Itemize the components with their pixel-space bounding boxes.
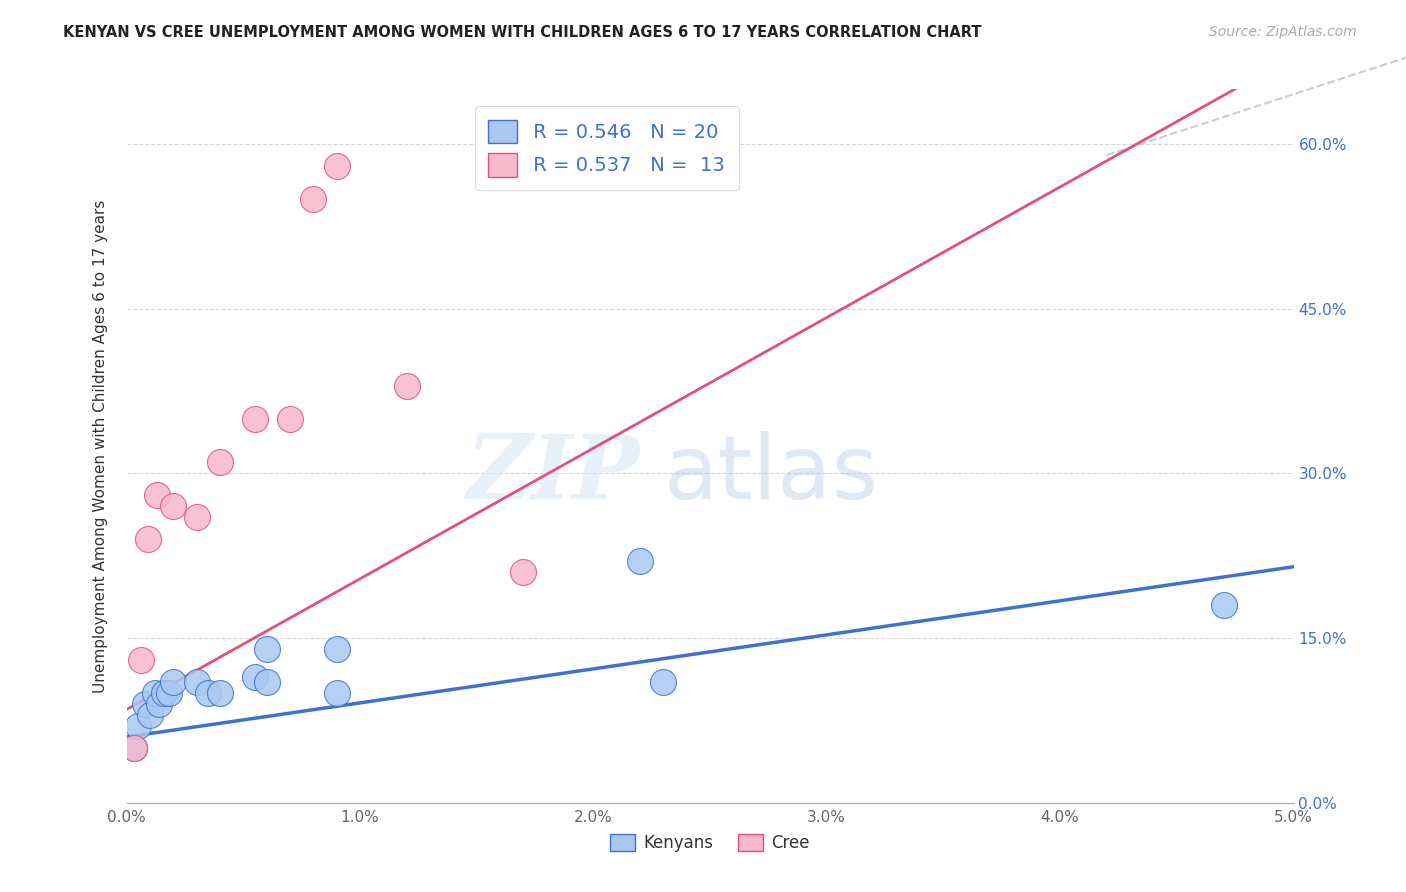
Point	[162, 500, 184, 514]
Point	[395, 378, 418, 392]
Point	[136, 533, 159, 547]
Point	[148, 697, 170, 711]
Point	[256, 675, 278, 690]
Point	[1212, 598, 1234, 612]
Point	[186, 510, 208, 524]
Point	[208, 686, 231, 700]
Point	[197, 686, 219, 700]
Point	[157, 686, 180, 700]
Point	[512, 566, 534, 580]
Point	[302, 192, 325, 206]
Point	[143, 686, 166, 700]
Point	[129, 653, 152, 667]
Point	[628, 554, 651, 568]
Y-axis label: Unemployment Among Women with Children Ages 6 to 17 years: Unemployment Among Women with Children A…	[93, 199, 108, 693]
Point	[134, 697, 156, 711]
Legend: Kenyans, Cree: Kenyans, Cree	[603, 827, 817, 859]
Point	[652, 675, 675, 690]
Point	[325, 159, 347, 173]
Point	[243, 411, 266, 425]
Point	[256, 642, 278, 657]
Point	[153, 686, 176, 700]
Point	[325, 642, 347, 657]
Point	[186, 675, 208, 690]
Point	[278, 411, 301, 425]
Point	[122, 740, 145, 755]
Point	[122, 740, 145, 755]
Point	[139, 708, 162, 723]
Text: ZIP: ZIP	[467, 432, 640, 517]
Text: atlas: atlas	[664, 431, 879, 518]
Point	[127, 719, 149, 733]
Text: Source: ZipAtlas.com: Source: ZipAtlas.com	[1209, 25, 1357, 39]
Point	[325, 686, 347, 700]
Point	[208, 455, 231, 469]
Point	[162, 675, 184, 690]
Text: KENYAN VS CREE UNEMPLOYMENT AMONG WOMEN WITH CHILDREN AGES 6 TO 17 YEARS CORRELA: KENYAN VS CREE UNEMPLOYMENT AMONG WOMEN …	[63, 25, 981, 40]
Point	[146, 488, 169, 502]
Point	[243, 669, 266, 683]
